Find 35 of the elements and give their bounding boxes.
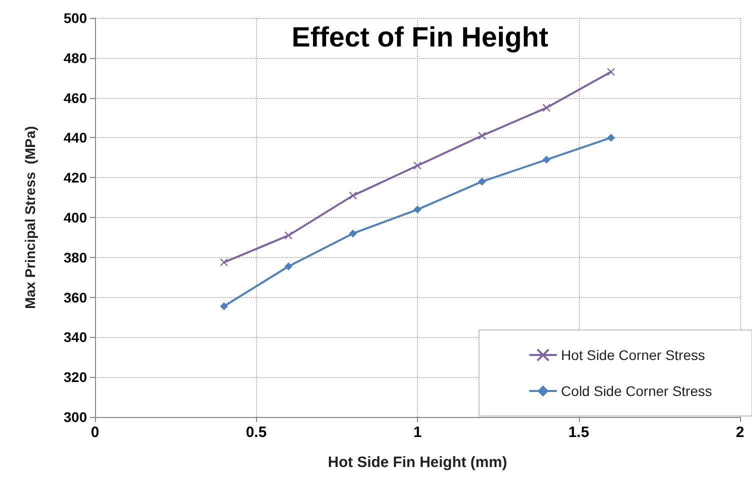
point (542, 156, 550, 164)
y-tick-label: 440 (64, 130, 88, 146)
legend-label: Cold Side Corner Stress (561, 383, 712, 399)
x-tick-label: 0 (90, 424, 100, 441)
x-tick-label: 0.5 (246, 424, 267, 441)
chart-title: Effect of Fin Height (292, 22, 548, 52)
legend-label: Hot Side Corner Stress (561, 347, 705, 363)
y-tick-label: 340 (64, 329, 88, 346)
point (348, 191, 358, 200)
point (284, 231, 293, 240)
y-tick-label: 420 (64, 170, 88, 186)
x-tick-label: 2 (736, 424, 744, 441)
y-tick-label: 360 (64, 289, 88, 306)
point (414, 206, 422, 214)
y-axis-title: Max Principal Stress (MPa) (22, 126, 38, 309)
y-tick-label: 480 (64, 50, 88, 66)
point (542, 104, 551, 112)
point (606, 68, 616, 76)
point (413, 162, 422, 170)
point (220, 302, 228, 310)
point (284, 262, 292, 270)
x-tick-label: 1.5 (568, 424, 590, 441)
y-tick-label: 380 (64, 249, 88, 266)
point (478, 132, 486, 140)
point (478, 178, 486, 186)
y-tick-label: 400 (64, 210, 88, 226)
point (220, 258, 228, 266)
y-tick-label: 300 (64, 409, 88, 425)
point (349, 229, 357, 238)
point (607, 134, 615, 142)
y-tick-label: 320 (64, 369, 88, 386)
y-tick-label: 460 (64, 90, 88, 106)
x-tick-label: 1 (413, 424, 422, 441)
x-axis-title: Hot Side Fin Height (mm) (328, 454, 508, 471)
y-tick-label: 500 (64, 10, 88, 26)
